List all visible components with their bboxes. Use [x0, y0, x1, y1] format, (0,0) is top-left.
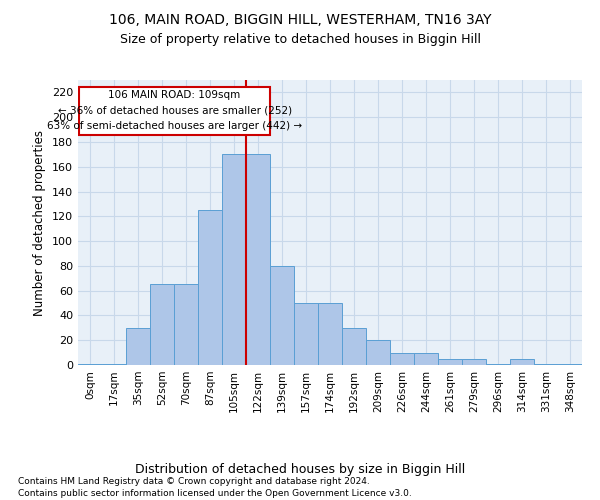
Text: 106, MAIN ROAD, BIGGIN HILL, WESTERHAM, TN16 3AY: 106, MAIN ROAD, BIGGIN HILL, WESTERHAM, … — [109, 12, 491, 26]
Bar — [78, 364, 102, 365]
Y-axis label: Number of detached properties: Number of detached properties — [34, 130, 46, 316]
Bar — [510, 359, 534, 365]
Bar — [462, 359, 486, 365]
Text: ← 36% of detached houses are smaller (252): ← 36% of detached houses are smaller (25… — [58, 106, 292, 116]
Bar — [438, 359, 462, 365]
Bar — [534, 364, 558, 365]
Bar — [246, 154, 270, 365]
Bar — [294, 303, 318, 365]
Bar — [318, 303, 342, 365]
Text: 63% of semi-detached houses are larger (442) →: 63% of semi-detached houses are larger (… — [47, 122, 302, 132]
Bar — [222, 154, 246, 365]
Bar — [79, 88, 270, 134]
Text: 106 MAIN ROAD: 109sqm: 106 MAIN ROAD: 109sqm — [109, 90, 241, 100]
Bar — [366, 340, 390, 365]
Bar — [150, 284, 174, 365]
Text: Contains HM Land Registry data © Crown copyright and database right 2024.: Contains HM Land Registry data © Crown c… — [18, 478, 370, 486]
Text: Distribution of detached houses by size in Biggin Hill: Distribution of detached houses by size … — [135, 462, 465, 475]
Bar — [342, 328, 366, 365]
Bar — [414, 352, 438, 365]
Bar — [198, 210, 222, 365]
Bar — [270, 266, 294, 365]
Text: Contains public sector information licensed under the Open Government Licence v3: Contains public sector information licen… — [18, 489, 412, 498]
Bar — [102, 364, 126, 365]
Bar — [174, 284, 198, 365]
Bar — [486, 364, 510, 365]
Bar — [558, 364, 582, 365]
Text: Size of property relative to detached houses in Biggin Hill: Size of property relative to detached ho… — [119, 32, 481, 46]
Bar — [390, 352, 414, 365]
Bar — [126, 328, 150, 365]
